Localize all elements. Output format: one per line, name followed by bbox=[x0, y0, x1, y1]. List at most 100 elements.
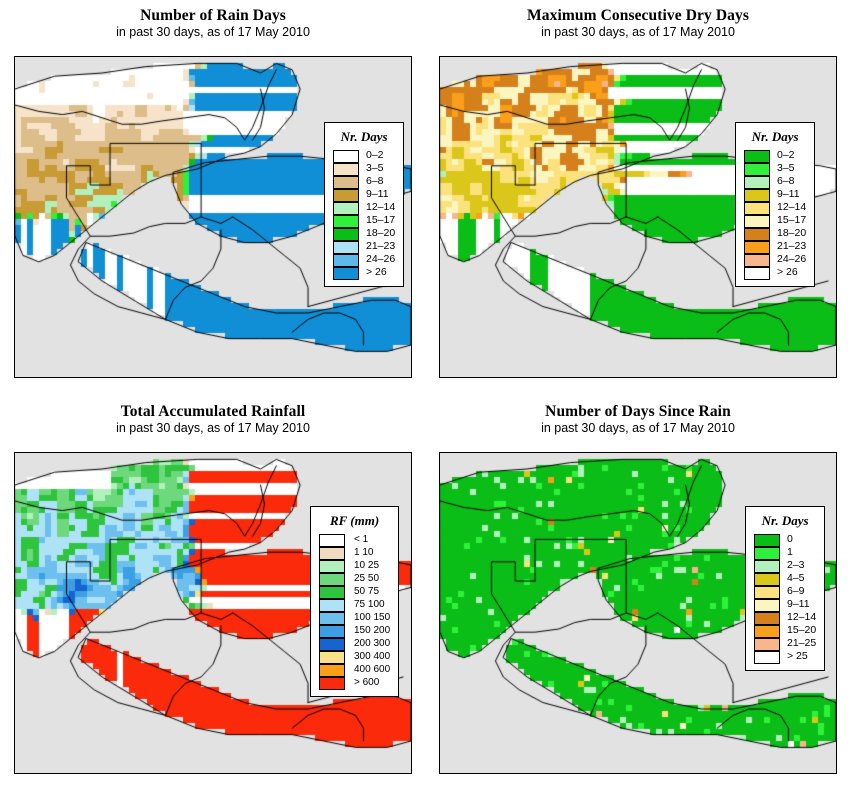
legend-entry: > 600 bbox=[319, 676, 390, 690]
legend-label: 9–11 bbox=[777, 188, 800, 200]
panel-title: Total Accumulated Rainfall bbox=[120, 403, 306, 420]
legend-label: 100 150 bbox=[354, 612, 391, 623]
panel-days-since-rain: Number of Days Since Rain in past 30 day… bbox=[425, 396, 851, 792]
legend-entry: 300 400 bbox=[319, 650, 391, 664]
legend-label: 0–2 bbox=[777, 149, 795, 161]
legend-title: Nr. Days bbox=[761, 513, 809, 528]
legend-swatch bbox=[754, 572, 780, 586]
legend-label: 12–14 bbox=[787, 611, 817, 623]
legend-label: 150 200 bbox=[354, 625, 391, 636]
legend-label: 1 10 bbox=[354, 547, 374, 558]
legend-entry: 150 200 bbox=[319, 624, 391, 638]
legend-label: 3–5 bbox=[777, 162, 795, 174]
legend-entry: 9–11 bbox=[754, 598, 816, 612]
legend-entry: 24–26 bbox=[744, 253, 807, 267]
legend-entry: 0 bbox=[754, 533, 816, 547]
legend-label: 12–14 bbox=[366, 201, 396, 213]
legend-rows: 0–2 3–5 6–8 9–11 12–14 15–17 18–20 21–23 24–26 > … bbox=[744, 149, 807, 280]
legend-entry: 75 100 bbox=[319, 598, 390, 612]
legend-entry: 21–25 bbox=[754, 637, 816, 651]
legend-label: 25 50 bbox=[354, 573, 380, 584]
legend-label: 21–23 bbox=[777, 240, 807, 252]
legend-entry: 50 75 bbox=[319, 585, 390, 599]
legend-entry: 24–26 bbox=[333, 253, 396, 267]
legend-swatch bbox=[333, 175, 359, 189]
legend-label: 400 600 bbox=[354, 664, 391, 675]
legend-entry: 1 bbox=[754, 546, 816, 560]
legend-swatch bbox=[333, 188, 359, 202]
legend-label: 3–5 bbox=[366, 162, 384, 174]
legend-swatch bbox=[319, 650, 345, 664]
legend-swatch bbox=[754, 559, 780, 573]
legend-swatch bbox=[319, 624, 345, 638]
legend-swatch bbox=[754, 546, 780, 560]
legend-swatch bbox=[744, 175, 770, 189]
legend-title: RF (mm) bbox=[329, 513, 380, 528]
legend-box: RF (mm) < 1 1 10 10 25 25 50 50 75 75 100 100 … bbox=[310, 506, 400, 697]
legend-entry: 18–20 bbox=[333, 227, 395, 241]
legend-label: 12–14 bbox=[777, 201, 807, 213]
panel-total-accumulated-rainfall: Total Accumulated Rainfall in past 30 da… bbox=[0, 396, 426, 792]
legend-label: 15–17 bbox=[366, 214, 396, 226]
legend-label: > 25 bbox=[787, 650, 808, 662]
legend-swatch bbox=[333, 253, 359, 267]
legend-swatch bbox=[744, 227, 770, 241]
legend-swatch bbox=[319, 559, 345, 573]
legend-label: 75 100 bbox=[354, 599, 385, 610]
legend-entry: 400 600 bbox=[319, 663, 391, 677]
legend-entry: 0–2 bbox=[744, 149, 806, 163]
legend-title: Nr. Days bbox=[751, 129, 799, 144]
legend-swatch bbox=[744, 149, 770, 163]
legend-swatch bbox=[754, 611, 780, 625]
panel-subtitle: in past 30 days, as of 17 May 2010 bbox=[541, 421, 735, 436]
legend-entry: 2–3 bbox=[754, 559, 816, 573]
legend-swatch bbox=[319, 585, 345, 599]
legend-swatch bbox=[319, 676, 345, 690]
legend-entry: 21–23 bbox=[744, 240, 807, 254]
legend-entry: 3–5 bbox=[744, 162, 806, 176]
legend-entry: 1 10 bbox=[319, 546, 390, 560]
legend-box: Nr. Days 0 1 2–3 4–5 6–9 9–11 12–14 15–20 21–25 >… bbox=[745, 506, 826, 671]
legend-entry: 15–17 bbox=[333, 214, 396, 228]
legend-entry: 12–14 bbox=[754, 611, 817, 625]
legend-entry: 15–17 bbox=[744, 214, 806, 228]
legend-swatch bbox=[744, 253, 770, 267]
panel-subtitle: in past 30 days, as of 17 May 2010 bbox=[116, 25, 310, 40]
legend-box: Nr. Days 0–2 3–5 6–8 9–11 12–14 15–17 18–20 21–… bbox=[735, 122, 816, 287]
legend-swatch bbox=[754, 533, 780, 547]
legend-swatch bbox=[319, 663, 345, 677]
legend-box: Nr. Days 0–2 3–5 6–8 9–11 12–14 15–17 18–20 21–… bbox=[324, 122, 405, 287]
legend-label: 24–26 bbox=[777, 253, 807, 265]
legend-swatch bbox=[333, 162, 359, 176]
legend-label: 24–26 bbox=[366, 253, 396, 265]
legend-entry: 6–8 bbox=[333, 175, 395, 189]
legend-swatch bbox=[333, 201, 359, 215]
legend-label: 300 400 bbox=[354, 651, 391, 662]
legend-entry: 6–8 bbox=[744, 175, 806, 189]
legend-label: > 600 bbox=[354, 677, 380, 688]
legend-swatch bbox=[744, 214, 770, 228]
legend-swatch bbox=[333, 227, 359, 241]
legend-label: < 1 bbox=[354, 534, 369, 545]
legend-swatch bbox=[333, 240, 359, 254]
legend-swatch bbox=[744, 266, 770, 280]
legend-swatch bbox=[333, 149, 359, 163]
legend-entry: 200 300 bbox=[319, 637, 390, 651]
panel-rain-days: Number of Rain Days in past 30 days, as … bbox=[0, 0, 426, 396]
legend-swatch bbox=[754, 624, 780, 638]
legend-swatch bbox=[333, 214, 359, 228]
panel-title: Number of Rain Days bbox=[140, 7, 286, 24]
legend-entry: 100 150 bbox=[319, 611, 391, 625]
legend-entry: 25 50 bbox=[319, 572, 390, 586]
legend-entry: 0–2 bbox=[333, 149, 395, 163]
legend-entry: 10 25 bbox=[319, 559, 390, 573]
legend-swatch bbox=[744, 240, 770, 254]
legend-label: 10 25 bbox=[354, 560, 380, 571]
legend-swatch bbox=[319, 637, 345, 651]
panel-title: Maximum Consecutive Dry Days bbox=[527, 7, 749, 24]
legend-swatch bbox=[319, 533, 345, 547]
legend-label: 6–8 bbox=[366, 175, 384, 187]
legend-entry: > 26 bbox=[333, 266, 395, 280]
legend-label: 6–9 bbox=[787, 585, 805, 597]
